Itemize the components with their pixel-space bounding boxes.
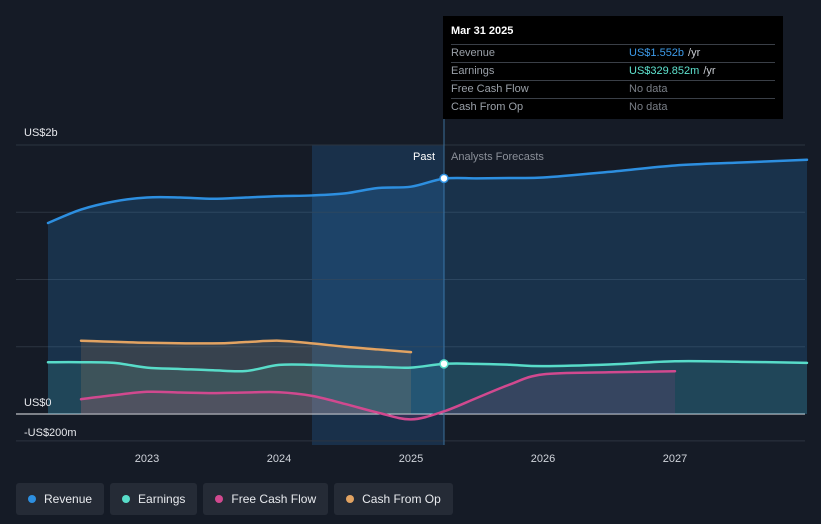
history-region	[16, 145, 312, 445]
legend-label: Revenue	[44, 492, 93, 506]
x-tick-label-2026: 2026	[531, 453, 555, 465]
tooltip: Mar 31 2025 Revenue US$1.552b/yr Earnings U…	[443, 16, 783, 119]
past-region-label: Past	[413, 151, 435, 163]
series-lines	[46, 158, 809, 421]
revenue-line	[46, 158, 809, 225]
forecast-region-label: Analysts Forecasts	[451, 151, 544, 163]
tooltip-row: Cash From Op No data	[451, 98, 775, 116]
tooltip-row-value: No data	[629, 101, 668, 113]
series-areas	[48, 159, 807, 420]
x-tick-label-2025: 2025	[399, 453, 423, 465]
y-axis-label-bottom: -US$200m	[24, 427, 77, 439]
tooltip-date: Mar 31 2025	[451, 25, 514, 37]
axes: 2023 2024 2025 2026 2027	[135, 453, 687, 465]
legend-item-cash-from-op[interactable]: Cash From Op	[334, 483, 453, 515]
earnings-line	[46, 359, 809, 373]
forecast-region	[444, 145, 805, 445]
y-axis-label-top: US$2b	[24, 127, 58, 139]
x-tick-label-2023: 2023	[135, 453, 159, 465]
x-tick-label-2027: 2027	[663, 453, 687, 465]
fcf-area	[81, 371, 675, 420]
tooltip-row-value: No data	[629, 83, 668, 95]
tooltip-row: Revenue US$1.552b/yr	[451, 44, 775, 62]
tooltip-row-value: US$1.552b	[629, 47, 685, 59]
highlight-points	[439, 173, 449, 369]
x-tick-label-2024: 2024	[267, 453, 291, 465]
cfo-line	[79, 339, 413, 354]
legend-dot-icon	[215, 495, 224, 503]
tooltip-row-name: Revenue	[451, 47, 496, 59]
revenue-area	[48, 159, 807, 414]
legend: Revenue Earnings Free Cash Flow Cash From O…	[16, 483, 453, 515]
legend-dot-icon	[122, 495, 131, 503]
legend-label: Cash From Op	[362, 492, 441, 506]
legend-item-free-cash-flow[interactable]: Free Cash Flow	[203, 483, 329, 515]
tooltip-row: Earnings US$329.852m/yr	[451, 62, 775, 80]
tooltip-rows: Revenue US$1.552b/yr Earnings US$329.852m/y…	[451, 44, 775, 116]
gridlines	[16, 95, 805, 445]
cfo-area	[81, 340, 411, 414]
legend-dot-icon	[346, 495, 355, 503]
tooltip-row-unit: /yr	[703, 65, 716, 77]
tooltip-row: Free Cash Flow No data	[451, 80, 775, 98]
earnings-area	[48, 361, 807, 414]
tooltip-row-value: US$329.852m	[629, 65, 700, 77]
revenue-current-point	[439, 173, 449, 184]
legend-label: Free Cash Flow	[231, 492, 317, 506]
legend-label: Earnings	[138, 492, 186, 506]
tooltip-row-name: Earnings	[451, 65, 495, 77]
chart-background	[16, 145, 805, 445]
fcf-line	[79, 369, 677, 421]
y-axis-label-zero: US$0	[24, 397, 52, 409]
tooltip-row-name: Cash From Op	[451, 101, 524, 113]
legend-dot-icon	[28, 495, 36, 503]
earnings-current-point	[439, 359, 449, 369]
legend-item-revenue[interactable]: Revenue	[16, 483, 105, 515]
legend-item-earnings[interactable]: Earnings	[110, 483, 198, 515]
tooltip-row-name: Free Cash Flow	[451, 83, 529, 95]
tooltip-row-unit: /yr	[688, 47, 701, 59]
